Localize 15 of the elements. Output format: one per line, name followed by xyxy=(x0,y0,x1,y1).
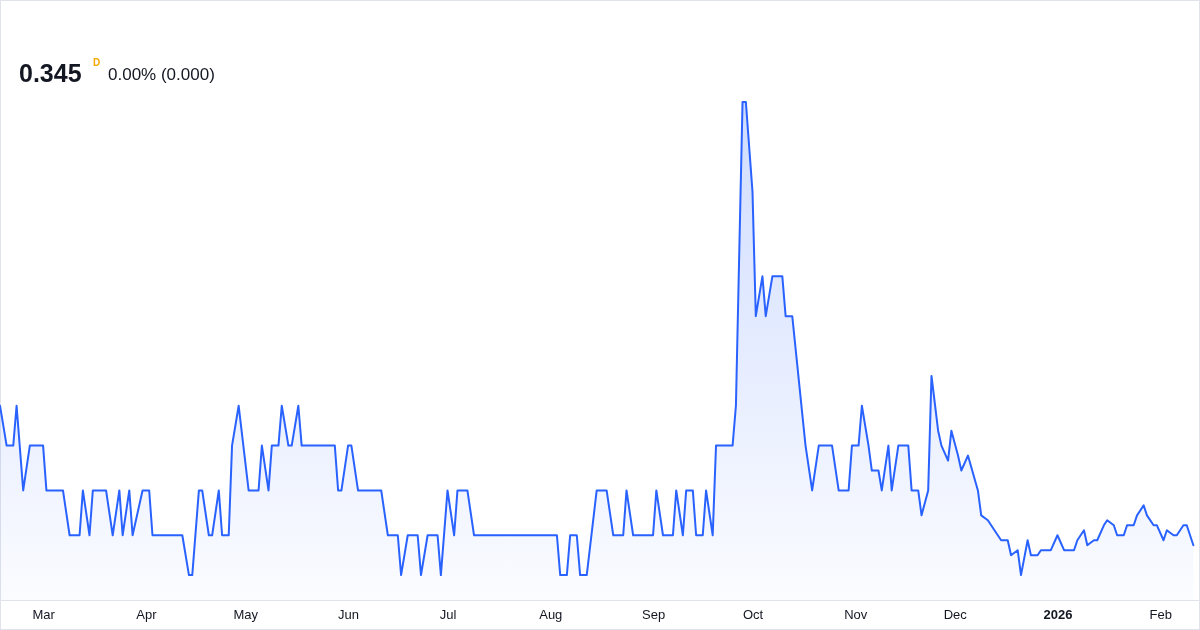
x-tick-label: Sep xyxy=(641,607,666,623)
x-tick-label: May xyxy=(233,607,259,623)
x-tick-label: Apr xyxy=(136,607,158,623)
text: 0.345 xyxy=(19,59,82,87)
text: D xyxy=(93,57,101,68)
text: 0.00% (0.000) xyxy=(108,65,215,84)
x-tick-label: Nov xyxy=(844,607,868,623)
x-tick-label: Oct xyxy=(742,607,764,623)
x-tick-label: Jun xyxy=(338,607,360,623)
x-tick-label: 2026 xyxy=(1043,607,1073,623)
x-tick-label: Mar xyxy=(32,607,56,623)
x-tick-label: Aug xyxy=(539,607,563,623)
x-tick-label: Dec xyxy=(943,607,968,623)
x-tick-label: Feb xyxy=(1149,607,1172,623)
x-tick-label: Jul xyxy=(439,607,457,623)
